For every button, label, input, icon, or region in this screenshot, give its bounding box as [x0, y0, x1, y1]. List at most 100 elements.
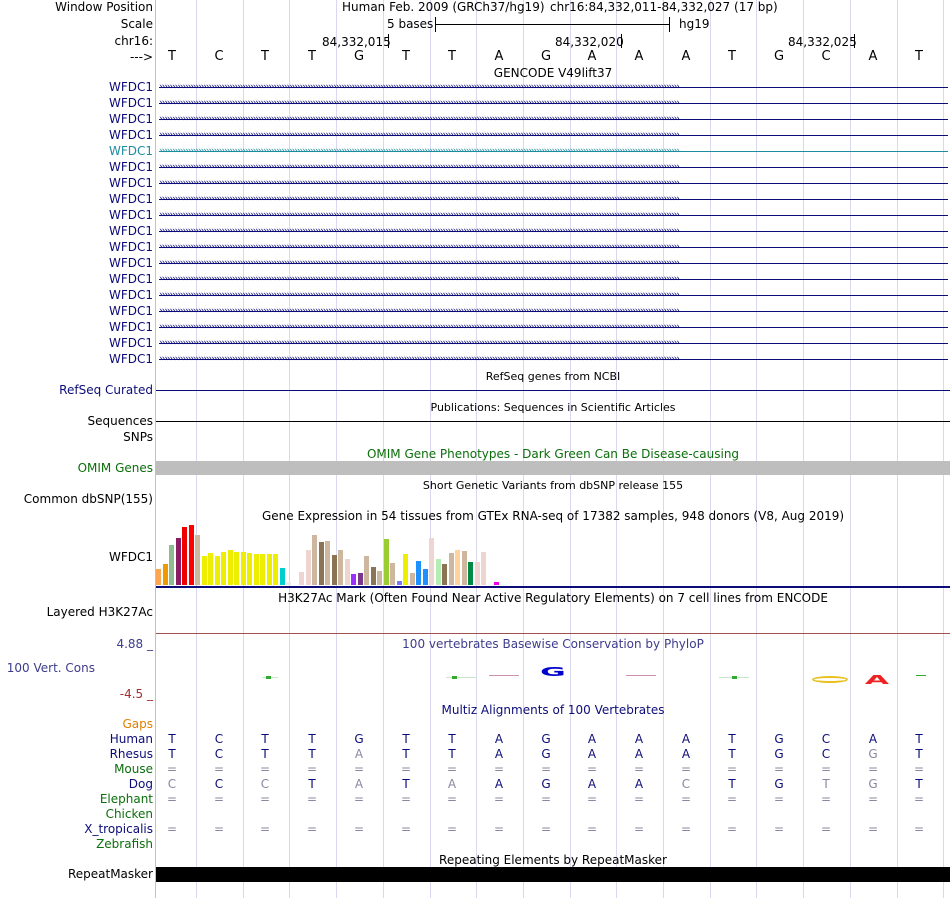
repeatmasker-track-title[interactable]: Repeating Elements by RepeatMasker: [439, 853, 667, 867]
gtex-tissue-bar[interactable]: [214, 556, 220, 585]
gtex-tissue-bar[interactable]: [344, 559, 350, 585]
gtex-track-title[interactable]: Gene Expression in 54 tissues from GTEx …: [261, 509, 845, 523]
multiz-species-label[interactable]: Human: [109, 732, 153, 746]
gtex-tissue-bar[interactable]: [260, 554, 265, 585]
gencode-gene-label[interactable]: WFDC1: [108, 192, 153, 206]
gtex-tissue-bar[interactable]: [175, 538, 181, 585]
gencode-gene-label[interactable]: WFDC1: [108, 96, 153, 110]
repeatmasker-bar[interactable]: [156, 867, 950, 882]
gtex-tissue-bar[interactable]: [435, 559, 441, 585]
gtex-tissue-bar[interactable]: [208, 553, 213, 585]
gtex-tissue-bar[interactable]: [299, 572, 304, 585]
gtex-tissue-bar[interactable]: [338, 550, 343, 585]
publications-label-sequences[interactable]: Sequences: [87, 414, 153, 428]
gtex-tissue-bar[interactable]: [182, 527, 187, 585]
gtex-tissue-bar[interactable]: [221, 552, 226, 585]
gtex-tissue-bar[interactable]: [266, 554, 272, 585]
gtex-tissue-bar[interactable]: [247, 553, 252, 585]
gtex-tissue-bar[interactable]: [156, 569, 161, 585]
multiz-species-label[interactable]: Elephant: [99, 792, 153, 806]
gencode-gene-label[interactable]: WFDC1: [108, 80, 153, 94]
omim-track-title[interactable]: OMIM Gene Phenotypes - Dark Green Can Be…: [366, 447, 740, 461]
gtex-tissue-bar[interactable]: [234, 552, 239, 585]
gencode-gene-label[interactable]: WFDC1: [108, 352, 153, 366]
gtex-tissue-bar[interactable]: [474, 562, 480, 585]
gtex-tissue-bar[interactable]: [403, 554, 408, 585]
gencode-gene-label[interactable]: WFDC1: [108, 128, 153, 142]
gtex-tissue-bar[interactable]: [396, 581, 402, 585]
gtex-tissue-bar[interactable]: [455, 550, 460, 585]
gencode-gene-line[interactable]: [159, 183, 948, 184]
gencode-gene-line[interactable]: [159, 279, 948, 280]
gtex-tissue-bar[interactable]: [442, 564, 447, 585]
gtex-label[interactable]: WFDC1: [108, 550, 153, 564]
gtex-tissue-bar[interactable]: [201, 556, 207, 585]
gtex-tissue-bar[interactable]: [162, 564, 168, 585]
gencode-gene-line[interactable]: [159, 359, 948, 360]
gencode-gene-label[interactable]: WFDC1: [108, 336, 153, 350]
gtex-tissue-bar[interactable]: [377, 571, 382, 585]
gtex-tissue-bar[interactable]: [279, 568, 285, 585]
gencode-gene-label[interactable]: WFDC1: [108, 208, 153, 222]
gtex-tissue-bar[interactable]: [351, 574, 356, 585]
gtex-tissue-bar[interactable]: [481, 552, 486, 585]
gtex-tissue-bar[interactable]: [494, 582, 499, 585]
gtex-tissue-bar[interactable]: [273, 554, 278, 585]
gtex-tissue-bar[interactable]: [318, 542, 324, 585]
gencode-gene-line[interactable]: [159, 103, 948, 104]
gaps-label[interactable]: Gaps: [122, 717, 153, 731]
multiz-track-title[interactable]: Multiz Alignments of 100 Vertebrates: [441, 703, 665, 717]
gtex-tissue-bar[interactable]: [390, 563, 395, 585]
dbsnp-label[interactable]: Common dbSNP(155): [23, 492, 153, 506]
gencode-gene-line[interactable]: [159, 263, 948, 264]
gtex-tissue-bar[interactable]: [305, 550, 311, 585]
gencode-gene-label[interactable]: WFDC1: [108, 304, 153, 318]
phylop-track-title[interactable]: 100 vertebrates Basewise Conservation by…: [402, 637, 704, 651]
omim-label[interactable]: OMIM Genes: [77, 461, 153, 475]
gencode-gene-line[interactable]: [159, 135, 948, 136]
gtex-tissue-bar[interactable]: [169, 545, 174, 585]
gtex-tissue-bar[interactable]: [448, 553, 454, 585]
gencode-gene-line[interactable]: [159, 311, 948, 312]
gencode-gene-label[interactable]: WFDC1: [108, 272, 153, 286]
gencode-gene-label[interactable]: WFDC1: [108, 320, 153, 334]
refseq-track-line[interactable]: [156, 390, 950, 391]
gtex-tissue-bar[interactable]: [253, 554, 259, 585]
publications-track-line[interactable]: [156, 421, 950, 422]
gencode-gene-label[interactable]: WFDC1: [108, 240, 153, 254]
gencode-gene-label[interactable]: WFDC1: [108, 256, 153, 270]
gtex-tissue-bar[interactable]: [468, 562, 473, 585]
gtex-tissue-bar[interactable]: [325, 541, 330, 585]
dbsnp-track-title[interactable]: Short Genetic Variants from dbSNP releas…: [422, 479, 684, 492]
multiz-species-label[interactable]: Chicken: [105, 807, 153, 821]
h3k27ac-track-title[interactable]: H3K27Ac Mark (Often Found Near Active Re…: [278, 591, 828, 605]
gtex-tissue-bar[interactable]: [409, 573, 415, 585]
gencode-gene-line[interactable]: [159, 119, 948, 120]
gtex-tissue-bar[interactable]: [370, 567, 376, 585]
gencode-gene-label[interactable]: WFDC1: [108, 288, 153, 302]
gencode-gene-label[interactable]: WFDC1: [108, 224, 153, 238]
gtex-tissue-bar[interactable]: [331, 555, 337, 585]
gencode-gene-line[interactable]: [159, 87, 948, 88]
publications-label-snps[interactable]: SNPs: [123, 430, 153, 444]
gencode-gene-line[interactable]: [159, 343, 948, 344]
gencode-gene-label[interactable]: WFDC1: [108, 176, 153, 190]
gtex-tissue-bar[interactable]: [357, 573, 363, 585]
publications-track-title[interactable]: Publications: Sequences in Scientific Ar…: [430, 401, 676, 414]
gtex-tissue-bar[interactable]: [195, 535, 200, 585]
gencode-gene-line[interactable]: [159, 327, 948, 328]
gtex-bar-chart[interactable]: [156, 524, 536, 585]
gencode-gene-line[interactable]: [159, 215, 948, 216]
refseq-label[interactable]: RefSeq Curated: [59, 383, 153, 397]
gencode-gene-line[interactable]: [159, 295, 948, 296]
gtex-tissue-bar[interactable]: [416, 561, 421, 585]
h3k27ac-label[interactable]: Layered H3K27Ac: [46, 605, 153, 619]
gtex-tissue-bar[interactable]: [312, 535, 317, 585]
gencode-gene-label[interactable]: WFDC1: [108, 144, 153, 158]
omim-gene-bar[interactable]: [156, 461, 950, 475]
gtex-tissue-bar[interactable]: [240, 552, 246, 585]
multiz-species-label[interactable]: Rhesus: [109, 747, 153, 761]
refseq-track-title[interactable]: RefSeq genes from NCBI: [485, 370, 621, 383]
gtex-tissue-bar[interactable]: [227, 550, 233, 585]
gencode-gene-line[interactable]: [159, 167, 948, 168]
